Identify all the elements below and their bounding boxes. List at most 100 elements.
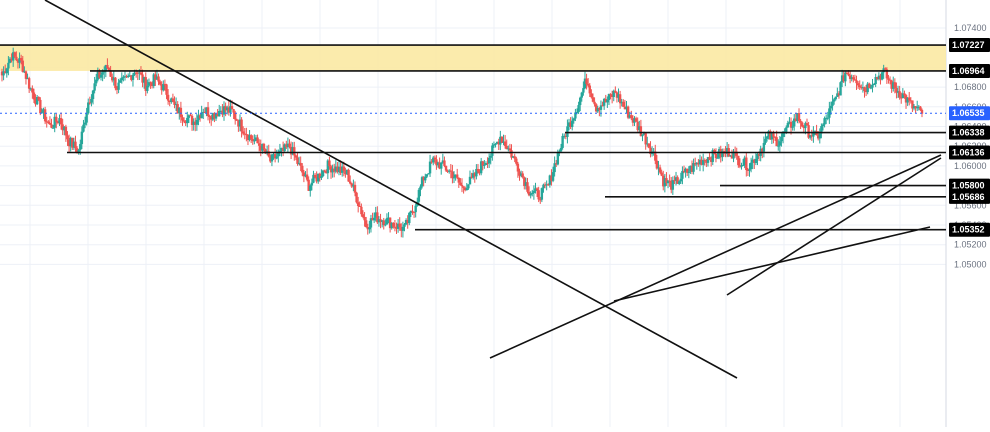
- candle-body: [781, 131, 785, 137]
- candle: [868, 82, 871, 89]
- candle-body: [475, 168, 478, 177]
- candle: [406, 215, 409, 229]
- candle: [721, 148, 724, 162]
- candle-body: [210, 116, 213, 120]
- candle-body: [197, 115, 200, 120]
- candle-body: [769, 131, 772, 140]
- candle: [96, 67, 100, 82]
- candle: [625, 100, 628, 113]
- candle-body: [51, 127, 55, 129]
- candle: [467, 184, 470, 190]
- candle: [355, 191, 358, 204]
- candle-body: [317, 173, 320, 182]
- candle-body: [673, 180, 676, 182]
- candle-body: [291, 147, 294, 155]
- candle-body: [572, 118, 576, 121]
- candle: [146, 79, 149, 94]
- candle-body: [916, 107, 919, 109]
- candle: [911, 100, 914, 112]
- candle-body: [59, 118, 63, 125]
- candle-body: [449, 170, 453, 172]
- candle-body: [668, 180, 671, 182]
- candle-body: [230, 106, 234, 110]
- candle: [658, 164, 662, 174]
- trendline: [613, 226, 931, 302]
- candle-body: [665, 178, 668, 184]
- candle: [609, 93, 612, 100]
- candle-body: [561, 135, 564, 148]
- candle-body: [534, 188, 537, 191]
- candle: [749, 157, 753, 173]
- candle-body: [24, 71, 28, 79]
- candle-body: [756, 153, 759, 159]
- candle: [630, 110, 633, 121]
- candle-body: [802, 126, 806, 129]
- candle: [670, 177, 673, 194]
- candle: [387, 212, 390, 224]
- candle-body: [267, 151, 270, 157]
- candle: [665, 172, 668, 186]
- candle-body: [700, 159, 703, 165]
- candle: [451, 164, 454, 184]
- candle-body: [583, 78, 587, 89]
- candle-body: [90, 99, 93, 103]
- candle-body: [296, 157, 299, 164]
- candle-body: [245, 134, 248, 136]
- candle: [753, 158, 756, 170]
- candle: [396, 219, 400, 233]
- candle: [118, 78, 122, 83]
- candle: [281, 141, 285, 157]
- candle: [7, 56, 10, 76]
- candle: [184, 120, 187, 127]
- candles: [0, 47, 924, 238]
- candle: [566, 119, 569, 144]
- candle: [457, 177, 461, 188]
- candle-body: [58, 118, 61, 124]
- candle-body: [162, 83, 165, 91]
- candle: [887, 74, 890, 84]
- candle: [325, 169, 328, 174]
- candle: [872, 82, 876, 86]
- candle-body: [366, 227, 369, 230]
- candle-body: [337, 166, 341, 173]
- candle-body: [369, 218, 373, 228]
- candle-body: [582, 88, 585, 93]
- candle-body: [34, 99, 37, 105]
- candle-body: [360, 206, 363, 215]
- candle-body: [430, 161, 433, 163]
- candle: [256, 134, 259, 144]
- price-tick-label: 1.05000: [954, 259, 987, 269]
- candle: [440, 162, 443, 175]
- candle-body: [3, 71, 7, 74]
- level-badge-label: 1.05352: [952, 225, 985, 235]
- candle: [588, 82, 591, 98]
- candle: [729, 154, 732, 157]
- candle-body: [500, 136, 504, 143]
- candle: [585, 73, 588, 90]
- candle: [628, 111, 631, 119]
- candle: [205, 107, 208, 117]
- candle-body: [198, 115, 202, 119]
- candle: [173, 96, 176, 109]
- candle: [309, 184, 312, 197]
- candle-body: [502, 141, 505, 143]
- candle: [837, 91, 841, 99]
- candle-body: [26, 78, 29, 80]
- candle: [48, 116, 52, 126]
- candle-body: [471, 173, 475, 178]
- candle-body: [323, 170, 326, 172]
- candle-body: [411, 210, 414, 212]
- candle: [618, 90, 622, 109]
- candle: [725, 142, 729, 158]
- candle-body: [535, 188, 539, 191]
- candle: [43, 106, 47, 125]
- candle-body: [320, 176, 323, 179]
- candle: [254, 134, 258, 142]
- candle: [45, 116, 48, 128]
- candle-body: [671, 180, 675, 190]
- candle: [117, 78, 120, 94]
- candle-body: [331, 168, 334, 173]
- candle-body: [840, 75, 844, 83]
- candle-body: [48, 122, 52, 125]
- candle-body: [400, 227, 403, 231]
